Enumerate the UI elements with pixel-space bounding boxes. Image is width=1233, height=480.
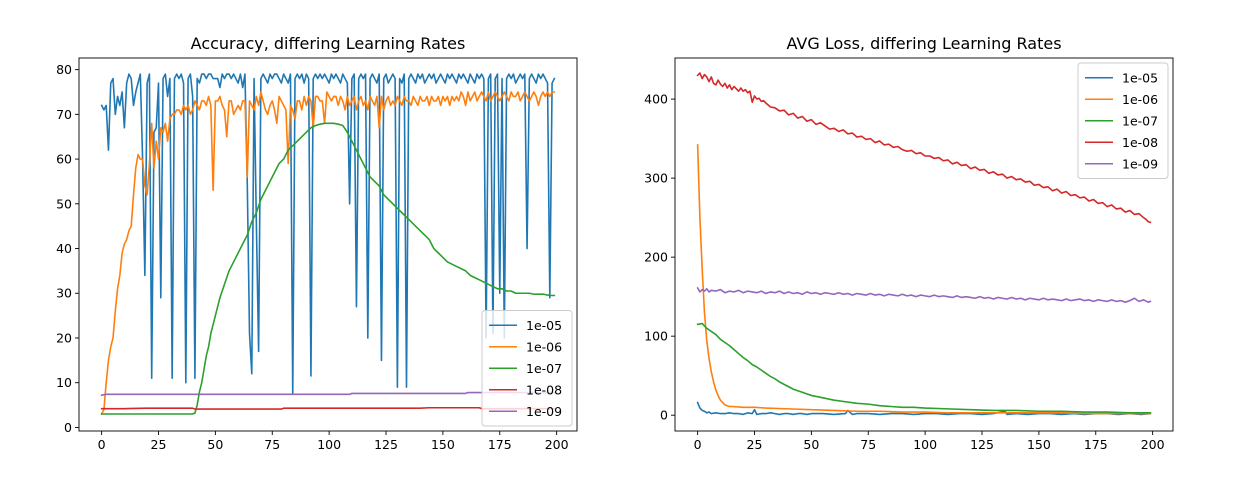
y-tick-label: 300: [644, 171, 668, 186]
x-tick-label: 125: [374, 437, 398, 452]
y-tick-label: 10: [56, 375, 72, 390]
axes-frame: [674, 57, 1174, 432]
loss-chart: AVG Loss, differing Learning Rates 0 25 50 7…: [644, 34, 1174, 452]
chart-title: AVG Loss, differing Learning Rates: [786, 34, 1061, 53]
x-tick-label: 0: [694, 437, 702, 452]
series-line-1e-06: [100, 91, 556, 416]
chart-title: Accuracy, differing Learning Rates: [191, 34, 466, 53]
y-tick-label: 400: [644, 92, 668, 107]
legend-label: 1e-05: [1122, 70, 1158, 85]
legend-label: 1e-08: [1122, 135, 1158, 150]
x-tick-label: 25: [151, 437, 167, 452]
y-tick-label: 80: [56, 62, 72, 77]
x-tick-label: 175: [1084, 437, 1108, 452]
y-tick-label: 20: [56, 330, 72, 345]
x-tick-label: 25: [747, 437, 763, 452]
y-tick-label: 50: [56, 196, 72, 211]
legend-label: 1e-05: [526, 318, 562, 333]
x-tick-label: 75: [264, 437, 280, 452]
legend-label: 1e-08: [526, 382, 562, 397]
x-tick-label: 200: [545, 437, 569, 452]
series-line-1e-06: [696, 144, 1152, 415]
y-tick-label: 100: [644, 329, 668, 344]
x-tick-label: 75: [860, 437, 876, 452]
y-tick-label: 0: [64, 420, 72, 435]
series-line-1e-08: [100, 406, 556, 410]
x-tick-label: 200: [1141, 437, 1165, 452]
series-line-1e-09: [696, 286, 1152, 303]
series-line-1e-09: [100, 391, 556, 397]
legend-label: 1e-09: [1122, 156, 1158, 171]
series-group: [696, 72, 1152, 416]
y-tick-label: 30: [56, 286, 72, 301]
legend: 1e-05 1e-06 1e-07 1e-08 1e-09: [1077, 62, 1169, 179]
legend-box: [1077, 62, 1169, 179]
legend-label: 1e-06: [526, 339, 562, 354]
x-tick-label: 175: [488, 437, 512, 452]
x-tick-label: 50: [207, 437, 223, 452]
accuracy-chart: Accuracy, differing Learning Rates 0 25 50 7…: [56, 34, 578, 452]
x-tick-label: 150: [431, 437, 455, 452]
x-tick-label: 100: [317, 437, 341, 452]
series-line-1e-07: [100, 122, 556, 415]
series-line-1e-08: [696, 72, 1152, 224]
axes-frame: [78, 57, 578, 432]
y-tick-label: 40: [56, 241, 72, 256]
series-line-1e-05: [100, 73, 556, 395]
y-tick-label: 60: [56, 152, 72, 167]
x-tick-label: 125: [970, 437, 994, 452]
legend-label: 1e-09: [526, 404, 562, 419]
legend-label: 1e-06: [1122, 92, 1158, 107]
x-tick-label: 50: [803, 437, 819, 452]
y-tick-label: 200: [644, 250, 668, 265]
series-line-1e-07: [696, 322, 1152, 414]
series-group: [100, 73, 556, 416]
legend-label: 1e-07: [526, 361, 562, 376]
y-tick-label: 0: [660, 408, 668, 423]
y-tick-label: 70: [56, 107, 72, 122]
legend-box: [481, 310, 573, 427]
series-line-1e-05: [696, 401, 1152, 416]
x-tick-label: 100: [913, 437, 937, 452]
x-tick-label: 0: [98, 437, 106, 452]
legend: 1e-05 1e-06 1e-07 1e-08 1e-09: [481, 310, 573, 427]
x-tick-label: 150: [1027, 437, 1051, 452]
legend-label: 1e-07: [1122, 113, 1158, 128]
